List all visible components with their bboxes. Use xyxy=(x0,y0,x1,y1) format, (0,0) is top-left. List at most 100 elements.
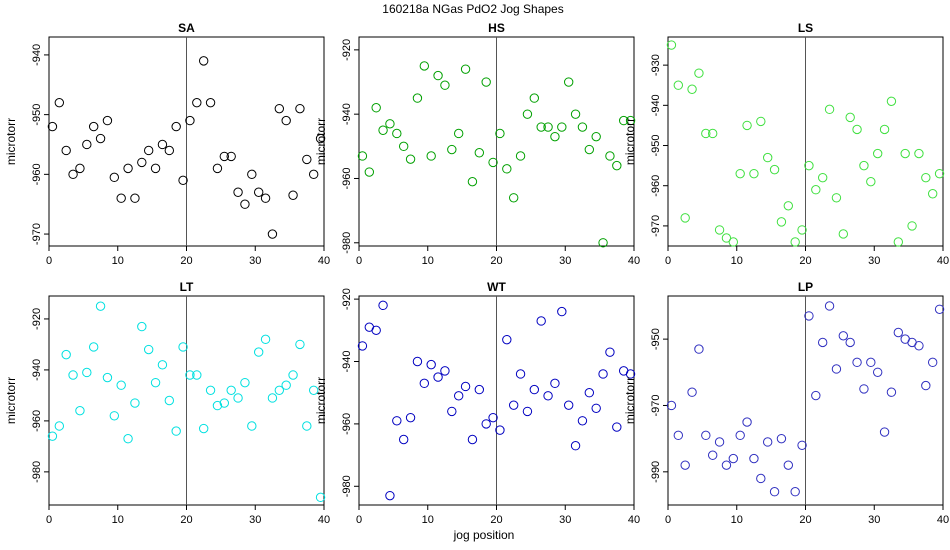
data-point xyxy=(267,229,278,239)
x-tick-label: 40 xyxy=(628,514,640,526)
data-point xyxy=(109,411,120,421)
data-point xyxy=(707,450,718,460)
data-point xyxy=(453,391,464,401)
data-point xyxy=(522,109,533,119)
x-tick-label: 40 xyxy=(937,514,949,526)
x-tick-label: 10 xyxy=(422,255,434,267)
data-point xyxy=(666,40,677,50)
data-point xyxy=(570,441,581,451)
panel-sa: SA microtorr 0 10 20 30 40 -940 -950 -960 -970 xyxy=(4,21,330,267)
data-point xyxy=(900,148,910,159)
x-tick-label: 10 xyxy=(731,514,743,526)
data-point xyxy=(886,387,897,397)
data-point xyxy=(447,144,457,155)
y-tick-label: -940 xyxy=(31,359,43,381)
data-point xyxy=(508,193,519,203)
data-point xyxy=(240,199,250,209)
data-point xyxy=(756,473,766,484)
data-point xyxy=(371,103,381,113)
data-point xyxy=(378,125,388,135)
data-point xyxy=(625,115,636,126)
data-point xyxy=(598,369,608,379)
y-axis-label: microtorr xyxy=(314,118,328,165)
data-point xyxy=(47,121,58,132)
x-tick-label: 10 xyxy=(112,255,124,267)
data-point xyxy=(302,154,312,165)
data-point xyxy=(749,168,759,179)
data-point xyxy=(605,347,615,357)
y-axis-label: microtorr xyxy=(623,377,637,424)
data-point xyxy=(412,356,423,367)
panel-hs: HS microtorr 0 10 20 30 40 -920 -940 -960 -980 xyxy=(314,21,640,267)
x-tick-label: 0 xyxy=(46,514,52,526)
data-point xyxy=(783,460,794,470)
data-point xyxy=(295,339,305,350)
data-point xyxy=(824,104,835,115)
data-point xyxy=(378,300,388,311)
data-point xyxy=(137,321,147,332)
data-point xyxy=(893,237,904,247)
panel-lt: LT microtorr 0 10 20 30 40 -920 -940 -960 -980 xyxy=(4,280,330,526)
data-point xyxy=(914,341,924,351)
data-point xyxy=(150,377,161,388)
data-point xyxy=(267,393,278,403)
data-point xyxy=(893,327,904,338)
data-point xyxy=(817,172,828,183)
data-point xyxy=(502,334,512,345)
data-point xyxy=(233,393,243,403)
data-point xyxy=(171,426,181,436)
data-point xyxy=(205,97,216,108)
data-point xyxy=(508,400,519,410)
data-point xyxy=(543,122,553,132)
data-point xyxy=(233,187,243,197)
y-tick-label: -950 xyxy=(650,328,662,350)
x-tick-label: 20 xyxy=(180,255,192,267)
x-tick-label: 10 xyxy=(731,255,743,267)
data-point xyxy=(598,238,608,248)
data-point xyxy=(123,163,133,174)
data-point xyxy=(447,406,457,417)
data-point xyxy=(797,225,807,235)
data-point xyxy=(721,233,732,243)
x-tick-label: 40 xyxy=(628,255,640,267)
data-point xyxy=(295,103,305,114)
data-point xyxy=(95,133,106,144)
data-point xyxy=(879,427,890,437)
data-point xyxy=(529,93,540,103)
data-point xyxy=(192,370,202,380)
data-point xyxy=(570,109,581,119)
data-point xyxy=(742,417,752,427)
data-point xyxy=(783,201,794,211)
data-point xyxy=(495,128,505,139)
x-tick-label: 0 xyxy=(665,255,671,267)
y-tick-label: -940 xyxy=(341,350,353,372)
data-point xyxy=(687,387,697,397)
data-point xyxy=(385,490,395,501)
x-tick-label: 0 xyxy=(356,255,362,267)
data-point xyxy=(198,56,209,66)
data-point xyxy=(522,406,533,417)
data-point xyxy=(419,378,430,389)
data-point xyxy=(735,430,745,441)
data-point xyxy=(845,112,855,123)
data-point xyxy=(54,421,65,431)
data-point xyxy=(481,419,491,429)
y-axis-label: microtorr xyxy=(623,118,637,165)
data-point xyxy=(288,190,298,200)
data-point xyxy=(281,115,291,126)
data-point xyxy=(790,237,800,247)
data-point xyxy=(735,168,745,179)
data-point xyxy=(412,93,423,103)
data-point xyxy=(253,347,264,357)
data-point xyxy=(728,453,739,464)
data-point xyxy=(137,157,147,168)
y-tick-label: -960 xyxy=(650,175,662,197)
x-tick-label: 30 xyxy=(868,255,880,267)
data-point xyxy=(440,366,450,376)
data-point xyxy=(694,68,704,78)
data-point xyxy=(164,145,175,156)
data-point xyxy=(467,176,478,187)
figure-xlabel: jog position xyxy=(453,528,515,542)
data-point xyxy=(845,337,855,348)
x-tick-label: 30 xyxy=(249,255,261,267)
